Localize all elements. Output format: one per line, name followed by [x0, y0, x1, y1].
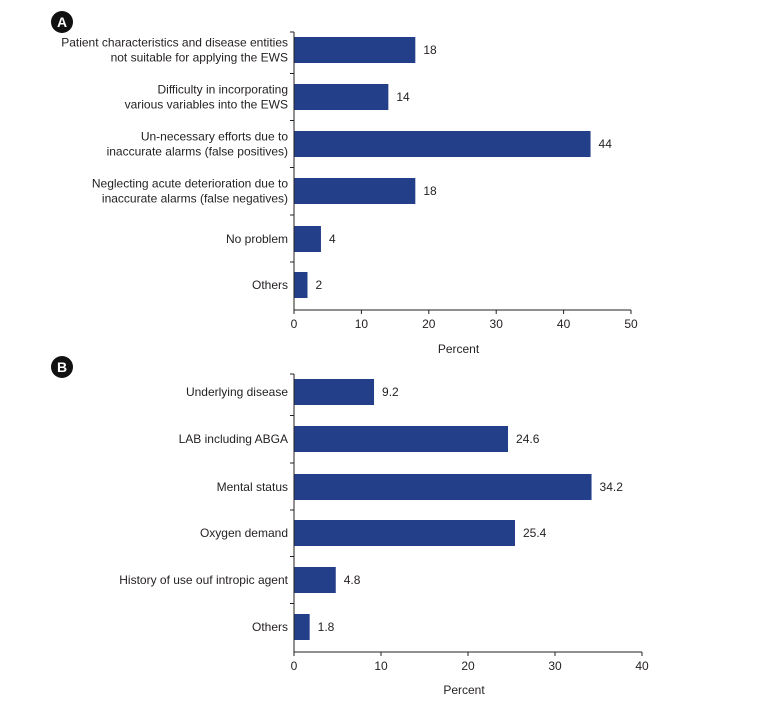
panel-b-category-label-1: LAB including ABGA [179, 432, 288, 446]
panel-a: A 18 Patient characteristics and disease … [51, 11, 638, 356]
panel-b-x-tick-label-2: 20 [461, 659, 475, 673]
panel-b-bars: 9.2 Underlying disease 24.6 LAB including A… [119, 379, 623, 640]
panel-a-value-label-4: 4 [329, 232, 336, 246]
panel-b: B 9.2 Underlying disease 24.6 LAB including… [51, 356, 649, 697]
panel-b-category-label-4: History of use ouf intropic agent [119, 573, 288, 587]
panel-b-bar-4 [294, 567, 336, 593]
panel-a-bar-1 [294, 84, 389, 110]
panel-a-category-label-2: Un-necessary efforts due to inaccurate al… [107, 130, 289, 159]
panel-b-x-tick-label-1: 10 [374, 659, 388, 673]
panel-b-category-label-3: Oxygen demand [200, 526, 288, 540]
panel-b-x-tick-label-0: 0 [291, 659, 298, 673]
panel-b-bar-5 [294, 614, 310, 640]
panel-a-value-label-1: 14 [396, 90, 410, 104]
panel-b-value-label-4: 4.8 [344, 573, 361, 587]
panel-a-bar-4 [294, 226, 321, 252]
panel-b-category-label-0: Underlying disease [186, 385, 288, 399]
panel-a-bar-0 [294, 37, 416, 63]
panel-a-x-tick-label-5: 50 [624, 317, 638, 331]
panel-a-value-label-3: 18 [423, 184, 437, 198]
panel-b-x-tick-label-4: 40 [635, 659, 649, 673]
panel-a-x-tick-label-4: 40 [557, 317, 571, 331]
panel-b-category-label-5: Others [252, 620, 288, 634]
panel-a-x-tick-label-3: 30 [490, 317, 504, 331]
panel-b-value-label-0: 9.2 [382, 385, 399, 399]
panel-a-badge-label: A [57, 14, 67, 30]
panel-a-category-label-5: Others [252, 278, 288, 292]
panel-b-value-label-3: 25.4 [523, 526, 547, 540]
panel-a-value-label-2: 44 [599, 137, 613, 151]
panel-b-badge [51, 356, 73, 378]
panel-a-x-tick-label-0: 0 [291, 317, 298, 331]
panel-a-category-label-1: Difficulty in incorporating various varia… [125, 83, 288, 112]
panel-a-x-tick-label-1: 10 [355, 317, 369, 331]
panel-b-x-axis-label: Percent [443, 683, 485, 697]
panel-b-bar-2 [294, 474, 592, 500]
panel-a-bar-3 [294, 178, 416, 204]
panel-a-bars: 18 Patient characteristics and disease en… [61, 36, 613, 298]
panel-b-bar-0 [294, 379, 375, 405]
panel-a-x-axis-label: Percent [438, 342, 480, 356]
panel-a-bar-2 [294, 131, 591, 157]
panel-a-category-label-3: Neglecting acute deterioration due to ina… [92, 177, 288, 206]
panel-b-value-label-2: 34.2 [600, 480, 624, 494]
panel-b-ticks: 0 10 20 30 40 [290, 373, 649, 673]
panel-a-category-label-4: No problem [226, 232, 288, 246]
panel-a-bar-5 [294, 272, 308, 298]
panel-b-badge-label: B [57, 359, 67, 375]
panel-a-category-label-0: Patient characteristics and disease enti… [61, 36, 288, 65]
panel-a-value-label-0: 18 [423, 43, 437, 57]
panel-a-ticks: 0 10 20 30 40 50 [290, 31, 638, 331]
panel-b-value-label-1: 24.6 [516, 432, 540, 446]
panel-b-bar-1 [294, 426, 509, 452]
panel-b-x-tick-label-3: 30 [548, 659, 562, 673]
panel-a-value-label-5: 2 [315, 278, 322, 292]
panel-b-bar-3 [294, 520, 515, 546]
panel-a-x-tick-label-2: 20 [422, 317, 436, 331]
panel-b-category-label-2: Mental status [217, 480, 288, 494]
panel-b-value-label-5: 1.8 [318, 620, 335, 634]
panel-a-badge [51, 11, 73, 33]
